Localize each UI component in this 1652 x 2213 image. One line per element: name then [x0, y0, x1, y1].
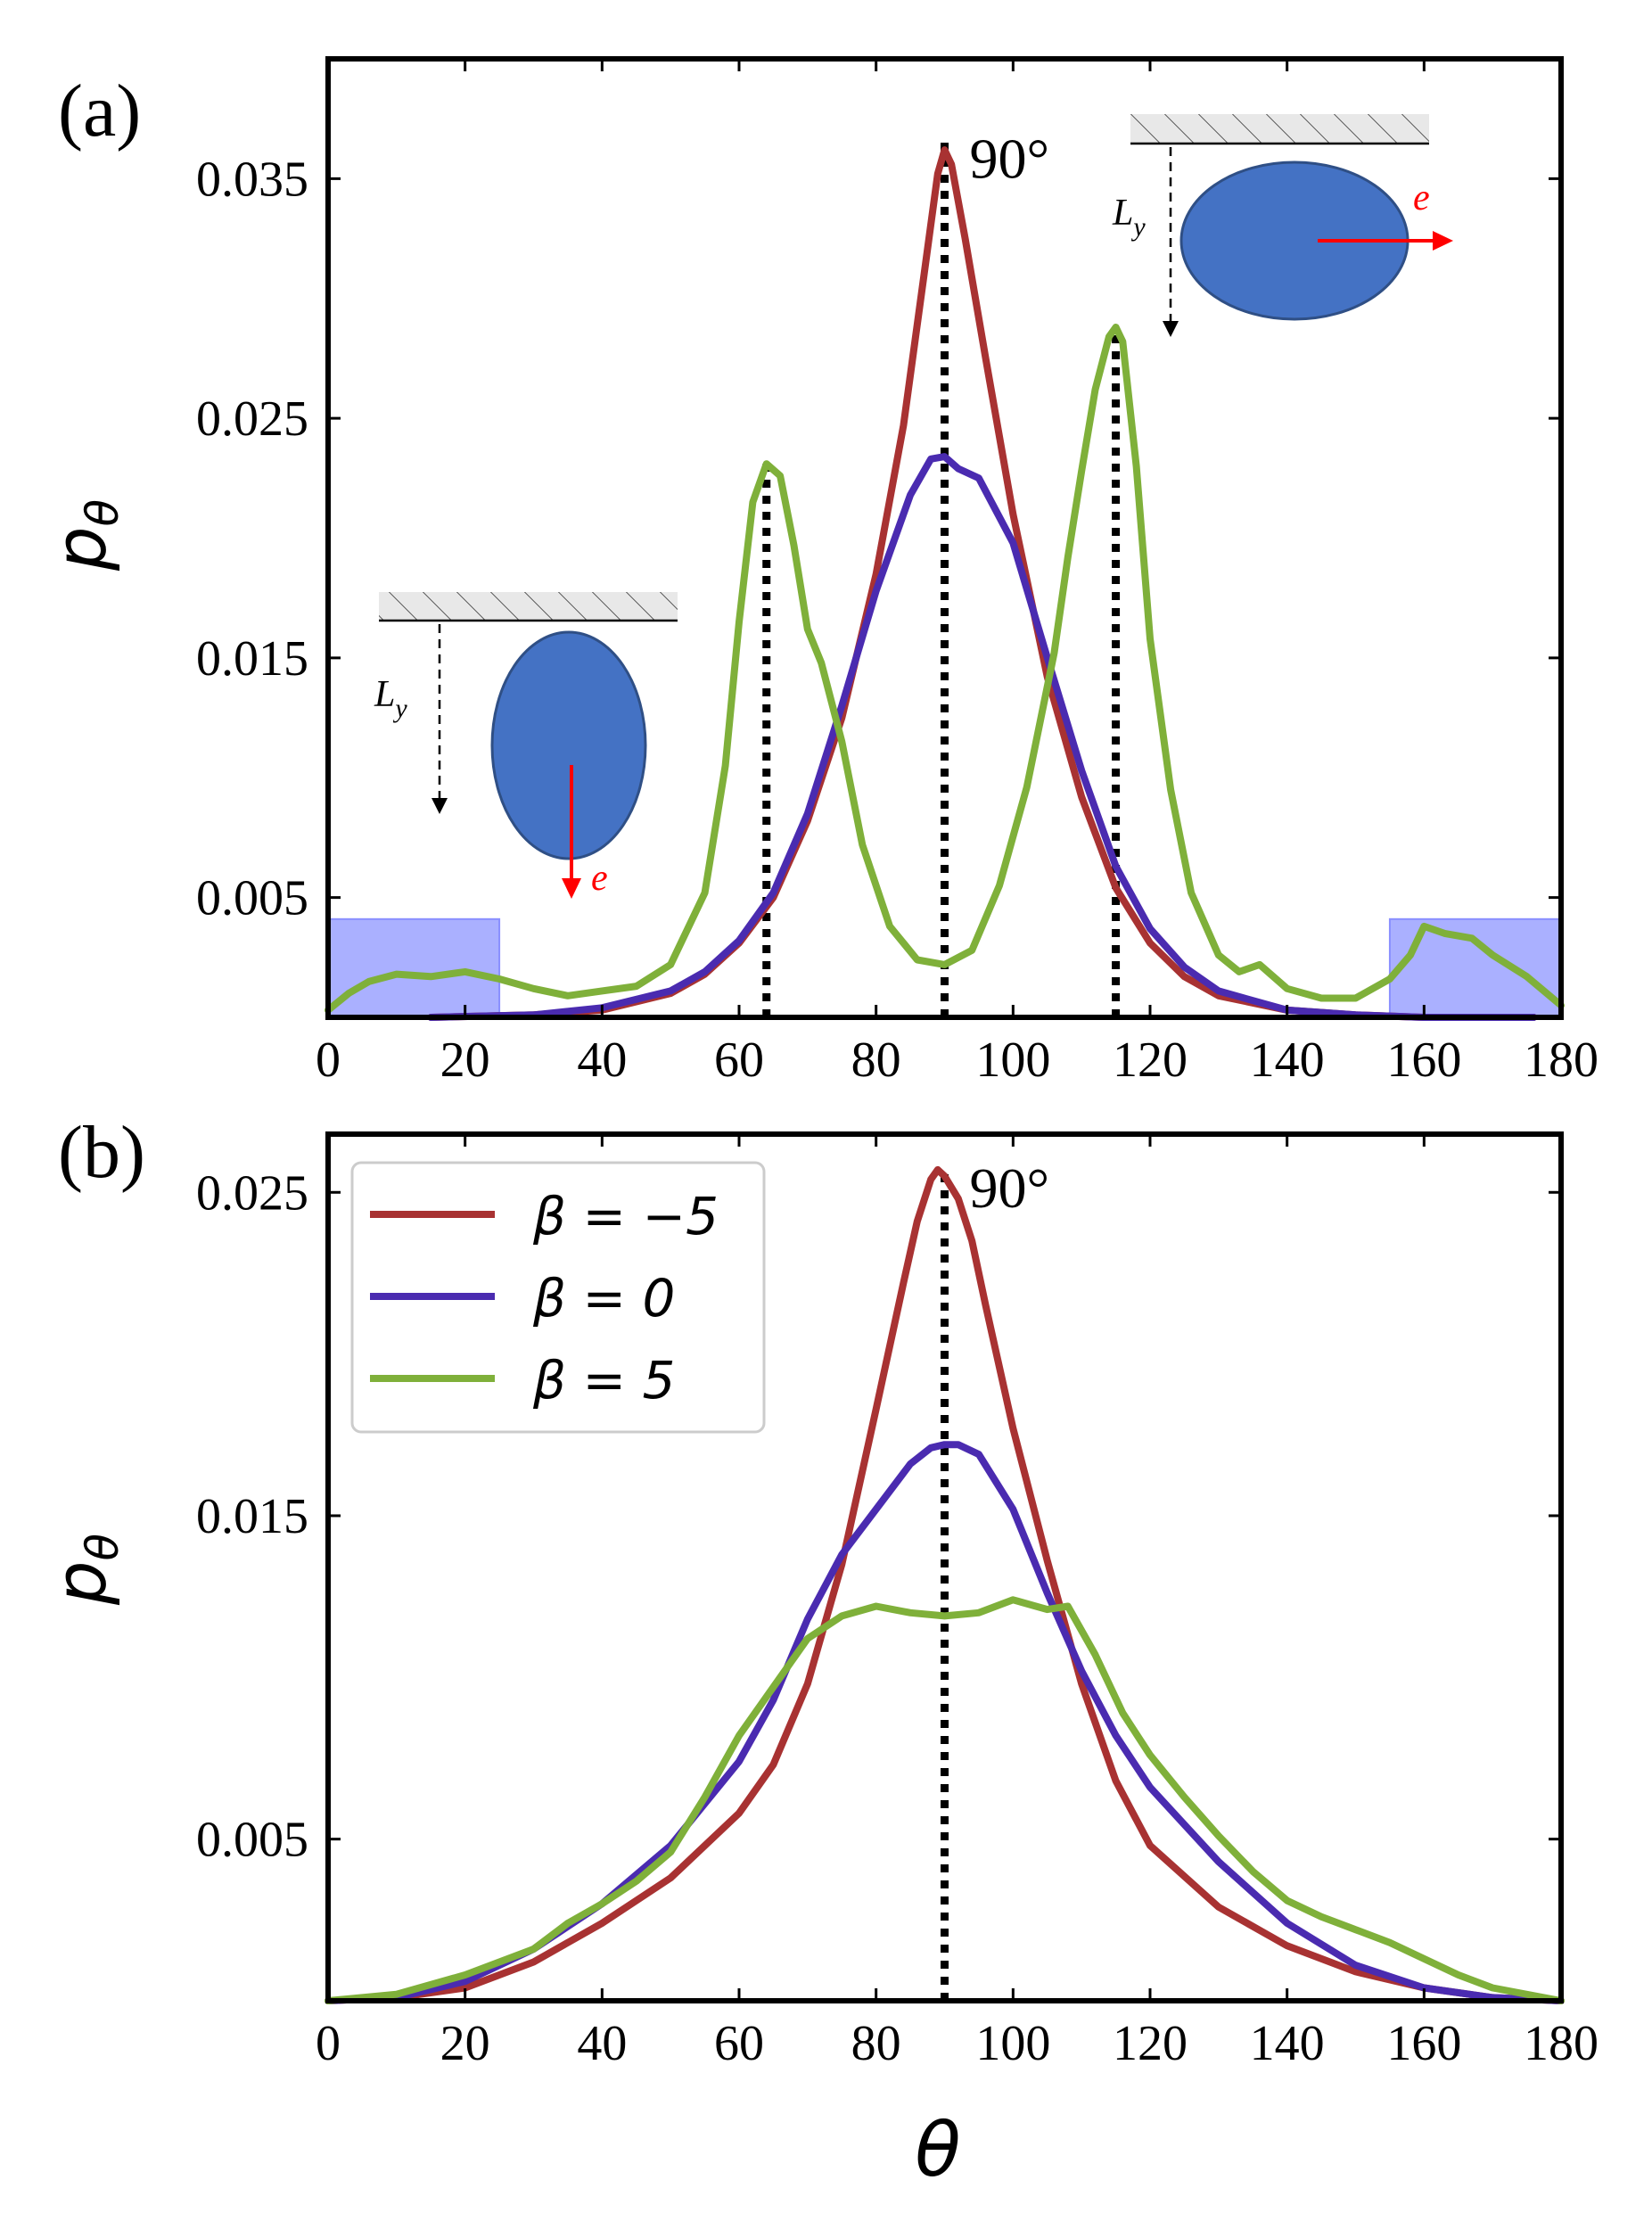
y-tick-label: 0.015 [196, 1489, 308, 1544]
series-line-beta-0 [427, 453, 1538, 1021]
series-group-b [325, 1165, 1565, 2004]
y-label-subscript-b: θ [77, 1534, 128, 1561]
e-arrowhead-1 [562, 878, 581, 899]
ly-label-2: Ly [1112, 193, 1146, 242]
ly-subscript-1: y [392, 694, 407, 723]
panel-a: (a) pθ 0 20 40 60 80 100 120 140 160 180 0.005 0.01… [42, 56, 1599, 1088]
x-tick-label: 80 [851, 1032, 901, 1088]
inset-horizontal-ellipse: Ly e [1112, 114, 1453, 337]
legend-label-2: β = 0 [532, 1268, 675, 1329]
inset-vertical-ellipse: Ly e [374, 592, 678, 899]
series-line-beta-5 [325, 324, 1565, 1014]
y-tick-label: 0.025 [196, 391, 308, 447]
x-axis-label-b: θ [915, 2106, 960, 2193]
legend-label-3: β = 5 [532, 1350, 675, 1411]
x-tick-label: 140 [1250, 1032, 1325, 1088]
reference-lines-a [762, 140, 1121, 1017]
x-tick-label: 60 [714, 2016, 764, 2071]
x-tick-label: 180 [1524, 1032, 1599, 1088]
y-label-symbol-b: p [42, 1561, 122, 1607]
x-tick-label: 180 [1524, 2016, 1599, 2071]
x-tick-label: 20 [440, 1032, 490, 1088]
legend: β = −5 β = 0 β = 5 [350, 1161, 766, 1434]
panel-label-a: (a) [58, 70, 141, 152]
ticks-a: 0 20 40 60 80 100 120 140 160 180 0.005 0.015 0.025 0… [196, 59, 1599, 1088]
y-tick-label: 0.015 [196, 631, 308, 687]
x-tick-label: 100 [975, 1032, 1050, 1088]
legend-box [350, 1161, 766, 1434]
ticks-b: 0 20 40 60 80 100 120 140 160 180 0.005 0.015 0.025 [196, 1134, 1599, 2071]
series-line-beta-minus-5 [325, 1165, 1565, 2004]
ly-label-1: Ly [374, 674, 407, 723]
ly-subscript-2: y [1130, 212, 1146, 242]
x-tick-label: 80 [851, 2016, 901, 2071]
e-arrowhead-2 [1433, 231, 1453, 251]
x-tick-label: 40 [577, 2016, 627, 2071]
plot-frame-a [325, 56, 1564, 1020]
ly-arrowhead-1 [431, 798, 448, 814]
x-tick-label: 120 [1113, 2016, 1188, 2071]
y-tick-label: 0.005 [196, 871, 308, 926]
y-tick-label: 0.025 [196, 1165, 308, 1221]
ellipse-vertical [490, 630, 647, 860]
wall-hatch-1 [379, 592, 678, 621]
x-tick-label: 160 [1386, 2016, 1461, 2071]
wall-hatch-2 [1130, 114, 1429, 144]
plot-frame-b [325, 1131, 1564, 2003]
series-line-beta-0 [325, 1441, 1565, 2004]
series-group-a [325, 146, 1565, 1021]
legend-entries: β = −5 β = 0 β = 5 [370, 1186, 719, 1411]
svg-text:pθ: pθ [42, 499, 128, 572]
panel-label-b: (b) [58, 1111, 145, 1194]
y-tick-label: 0.035 [196, 152, 308, 207]
annotation-90-a: 90° [970, 127, 1050, 190]
annotation-90-b: 90° [970, 1156, 1050, 1220]
x-tick-label: 100 [975, 2016, 1050, 2071]
x-tick-label: 0 [316, 2016, 341, 2071]
x-tick-label: 60 [714, 1032, 764, 1088]
shaded-region-1 [327, 917, 501, 1018]
ly-symbol-2: L [1112, 193, 1133, 234]
x-tick-label: 20 [440, 2016, 490, 2071]
y-axis-label-a: pθ [42, 499, 128, 572]
y-tick-label: 0.005 [196, 1813, 308, 1868]
x-tick-label: 140 [1250, 2016, 1325, 2071]
panel-b: (b) pθ 0 20 40 60 80 100 120 140 160 1800.0050.01… [42, 1111, 1599, 2193]
series-line-beta-5 [325, 1596, 1565, 2004]
y-axis-label-b: pθ [42, 1534, 128, 1606]
y-label-subscript-a: θ [77, 499, 128, 527]
x-tick-label: 120 [1113, 1032, 1188, 1088]
x-tick-label: 0 [316, 1032, 341, 1088]
svg-text:pθ: pθ [42, 1534, 128, 1606]
ly-arrowhead-2 [1163, 321, 1179, 337]
e-label-2: e [1413, 177, 1430, 218]
legend-label-1: β = −5 [532, 1186, 719, 1246]
ly-symbol-1: L [374, 674, 395, 715]
x-tick-label: 160 [1386, 1032, 1461, 1088]
shaded-region-2 [1388, 917, 1562, 1018]
y-label-symbol-a: p [42, 527, 122, 572]
x-tick-label: 40 [577, 1032, 627, 1088]
e-label-1: e [591, 858, 608, 899]
